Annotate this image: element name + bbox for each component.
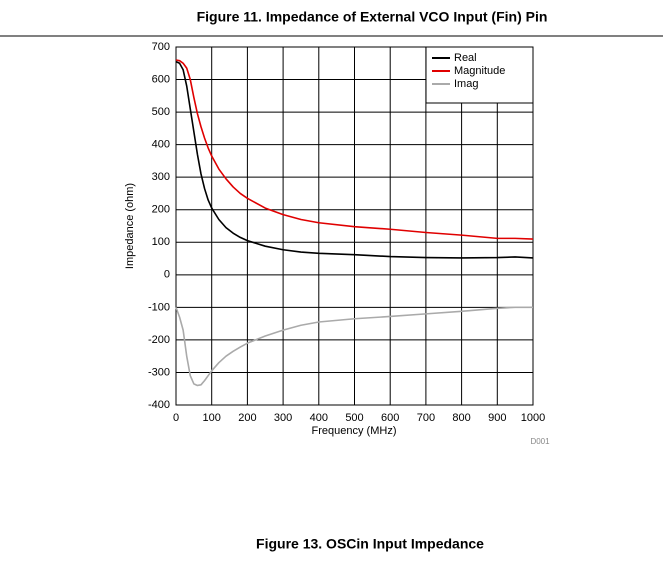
- series-line: [175, 60, 534, 259]
- plot-frame: [175, 46, 534, 406]
- footer-title: Figure 13. OSCin Input Impedance: [256, 536, 484, 552]
- x-tick-label: 1000: [521, 412, 545, 424]
- x-tick-label: 500: [345, 412, 363, 424]
- figure-id: D001: [530, 437, 550, 446]
- x-tick-label: 900: [488, 412, 506, 424]
- x-tick-label: 200: [238, 412, 256, 424]
- y-tick-label: -300: [148, 366, 170, 378]
- y-tick-label: 200: [152, 204, 170, 216]
- legend-label: Magnitude: [454, 65, 505, 77]
- legend-label: Real: [454, 52, 477, 64]
- series-line: [175, 306, 533, 387]
- x-tick-label: 100: [203, 412, 221, 424]
- x-tick-label: 0: [173, 412, 179, 424]
- x-tick-label: 400: [310, 412, 328, 424]
- y-tick-label: 700: [152, 41, 170, 53]
- series-line: [175, 59, 534, 240]
- y-axis-label: Impedance (ohm): [124, 183, 136, 269]
- x-axis-label: Frequency (MHz): [312, 425, 397, 437]
- x-tick-label: 800: [452, 412, 470, 424]
- chart-title: Figure 11. Impedance of External VCO Inp…: [197, 9, 548, 25]
- y-tick-label: 0: [164, 269, 170, 281]
- y-tick-label: 300: [152, 171, 170, 183]
- y-tick-label: -100: [148, 301, 170, 313]
- y-tick-label: 500: [152, 106, 170, 118]
- y-tick-label: 600: [152, 73, 170, 85]
- legend-box: [425, 46, 534, 104]
- legend-label: Imag: [454, 78, 478, 90]
- x-tick-label: 300: [274, 412, 292, 424]
- y-tick-label: 400: [152, 139, 170, 151]
- y-tick-label: -200: [148, 334, 170, 346]
- y-tick-label: -400: [148, 399, 170, 411]
- x-tick-label: 600: [381, 412, 399, 424]
- y-tick-label: 100: [152, 236, 170, 248]
- x-tick-label: 700: [417, 412, 435, 424]
